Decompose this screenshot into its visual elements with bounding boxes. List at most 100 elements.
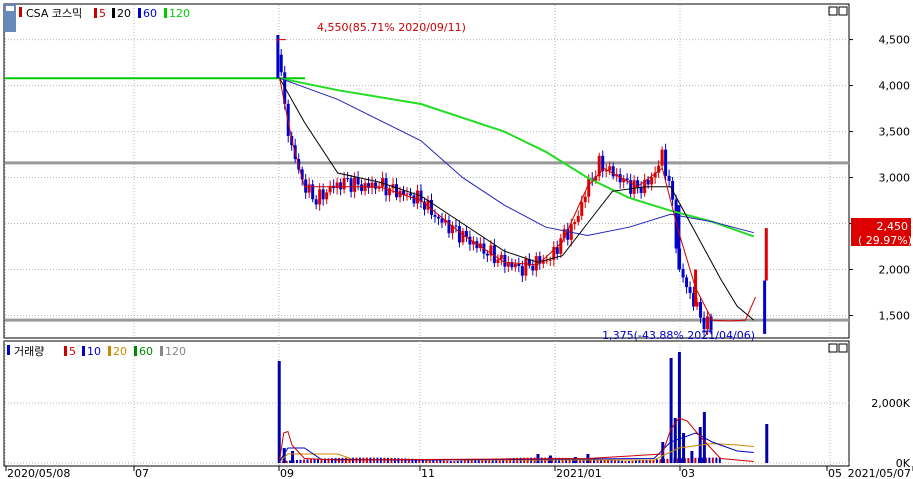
- x-tick-label: 11: [421, 467, 435, 479]
- candle-body: [377, 186, 381, 189]
- volume-bar: [495, 458, 498, 463]
- volume-bar: [631, 460, 634, 463]
- candle-body: [622, 178, 626, 183]
- maximize-icon: [828, 6, 838, 16]
- volume-legend-ma-marker: [64, 346, 67, 356]
- legend-ma-label: 5: [99, 7, 106, 20]
- volume-bar: [488, 459, 491, 463]
- volume-bar: [582, 458, 585, 463]
- volume-bar: [323, 458, 326, 463]
- volume-bar: [414, 458, 417, 463]
- candle-body: [328, 185, 332, 193]
- volume-bar: [320, 458, 323, 463]
- candle-body: [699, 302, 703, 318]
- candle-body: [311, 184, 315, 200]
- volume-bar: [316, 458, 319, 463]
- volume-bar: [607, 459, 610, 463]
- candle-body: [314, 199, 318, 205]
- ma120-line: [279, 77, 755, 238]
- volume-bar: [411, 458, 414, 463]
- volume-spike-bar: [282, 448, 286, 463]
- candle-body: [685, 277, 689, 288]
- candle-body: [548, 259, 552, 261]
- volume-bar: [711, 457, 714, 463]
- volume-bar: [393, 458, 396, 463]
- candle-body: [356, 177, 360, 185]
- high-marker: [277, 39, 286, 43]
- candle-body: [339, 182, 343, 190]
- legend-ma-marker: [112, 8, 115, 18]
- candle-body: [580, 202, 584, 216]
- volume-bar: [572, 458, 575, 463]
- volume-legend-ma-label: 120: [165, 345, 186, 358]
- candle-body: [461, 230, 465, 243]
- candle-body: [370, 182, 374, 188]
- candle-body: [706, 316, 710, 330]
- volume-bar: [600, 459, 603, 463]
- candle-body: [681, 268, 685, 278]
- volume-bar: [638, 460, 641, 463]
- volume-bar: [655, 459, 658, 463]
- candle-body: [429, 199, 433, 215]
- legend-ma-marker: [94, 8, 97, 18]
- volume-bar: [467, 460, 470, 463]
- candle-body: [335, 182, 339, 189]
- candle-body: [653, 172, 657, 178]
- volume-ma5-line: [279, 417, 754, 462]
- volume-bar: [449, 461, 452, 463]
- candle-body: [534, 256, 538, 271]
- candle-body: [510, 262, 514, 268]
- volume-bar: [439, 460, 442, 463]
- volume-bar: [687, 457, 690, 463]
- candle-body: [304, 179, 308, 193]
- candle-body: [594, 176, 598, 181]
- volume-bar: [306, 459, 309, 463]
- candle-body: [503, 254, 507, 267]
- candle-body: [447, 220, 451, 234]
- volume-bar: [645, 459, 648, 463]
- volume-bar: [715, 457, 718, 463]
- price-tick-label: 3,500: [879, 126, 911, 139]
- candle-body: [566, 229, 570, 240]
- volume-bar: [456, 460, 459, 463]
- volume-bar: [694, 457, 697, 463]
- candle-body: [384, 178, 388, 196]
- volume-bar: [680, 458, 683, 463]
- current-change: ( 29.97%): [858, 234, 912, 247]
- volume-bar: [428, 459, 431, 463]
- candle-body: [433, 214, 437, 217]
- candle-body: [496, 259, 500, 264]
- volume-ma20-line: [279, 442, 754, 463]
- candle-body: [664, 149, 668, 176]
- volume-bar: [502, 458, 505, 463]
- candle-body: [608, 166, 612, 171]
- volume-bar: [659, 459, 662, 463]
- volume-tick-label: 2,000K: [871, 397, 910, 410]
- candle-body: [763, 280, 767, 334]
- candle-body: [325, 192, 329, 200]
- candle-body: [489, 245, 493, 256]
- candle-body: [601, 155, 605, 172]
- candle-body: [677, 205, 681, 270]
- volume-bar: [603, 459, 606, 463]
- candle-body: [688, 287, 692, 293]
- volume-bar: [641, 460, 644, 463]
- candle-body: [450, 225, 454, 234]
- volume-spike-bar: [682, 433, 686, 463]
- volume-spike-bar: [291, 451, 295, 463]
- volume-bar: [593, 459, 596, 463]
- volume-bar: [334, 458, 337, 463]
- ma5-line: [279, 78, 756, 322]
- price-tick-label: 2,000: [879, 264, 911, 277]
- volume-bar: [421, 459, 424, 463]
- volume-spike-bar: [765, 424, 769, 463]
- volume-bar: [446, 460, 449, 463]
- x-tick-label: 03: [681, 467, 695, 479]
- candle-body: [692, 292, 696, 307]
- candle-body: [573, 222, 577, 225]
- volume-legend-ma-label: 10: [87, 345, 101, 358]
- legend-ma-label: 120: [169, 7, 190, 20]
- volume-legend-ma-marker: [134, 346, 137, 356]
- volume-legend-marker: [7, 345, 10, 355]
